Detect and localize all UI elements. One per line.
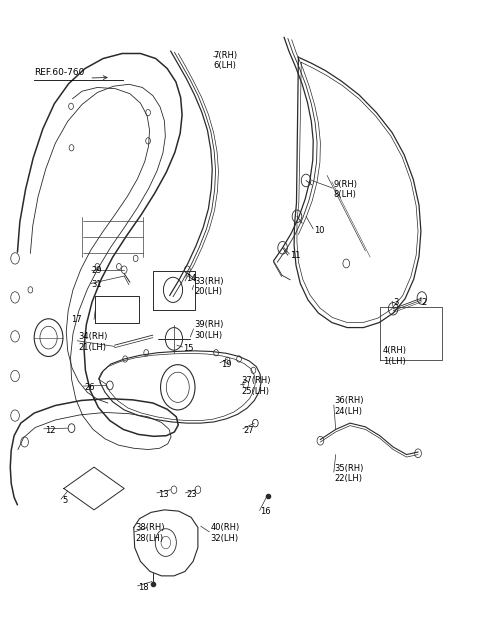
Text: 35(RH)
22(LH): 35(RH) 22(LH) [335,464,364,483]
Text: 29: 29 [92,266,102,275]
Text: 7(RH)
6(LH): 7(RH) 6(LH) [214,50,238,70]
Text: 26: 26 [84,383,95,392]
Text: 13: 13 [157,490,168,499]
Text: 12: 12 [45,425,55,435]
Text: 2: 2 [421,298,426,307]
Text: 37(RH)
25(LH): 37(RH) 25(LH) [241,376,271,396]
Text: 17: 17 [71,315,82,324]
Text: 36(RH)
24(LH): 36(RH) 24(LH) [335,396,364,416]
Text: 19: 19 [221,360,231,369]
Text: 4(RH)
1(LH): 4(RH) 1(LH) [383,346,407,365]
Text: 3: 3 [393,298,398,307]
Text: 15: 15 [183,344,194,353]
Text: REF.60-760: REF.60-760 [34,69,84,77]
Text: 11: 11 [290,251,301,260]
Text: 23: 23 [186,490,197,499]
Text: 38(RH)
28(LH): 38(RH) 28(LH) [136,524,165,543]
Text: 9(RH)
8(LH): 9(RH) 8(LH) [333,180,357,199]
Text: 16: 16 [261,507,271,516]
Text: 5: 5 [62,496,67,505]
Text: 18: 18 [139,583,149,592]
Text: 40(RH)
32(LH): 40(RH) 32(LH) [210,524,240,543]
Text: 31: 31 [92,280,102,289]
Text: 34(RH)
21(LH): 34(RH) 21(LH) [78,333,108,352]
Text: 33(RH)
20(LH): 33(RH) 20(LH) [194,277,224,296]
Text: 14: 14 [186,274,197,283]
Text: 39(RH)
30(LH): 39(RH) 30(LH) [194,321,224,340]
Text: 10: 10 [314,226,324,234]
Text: 27: 27 [244,425,254,435]
